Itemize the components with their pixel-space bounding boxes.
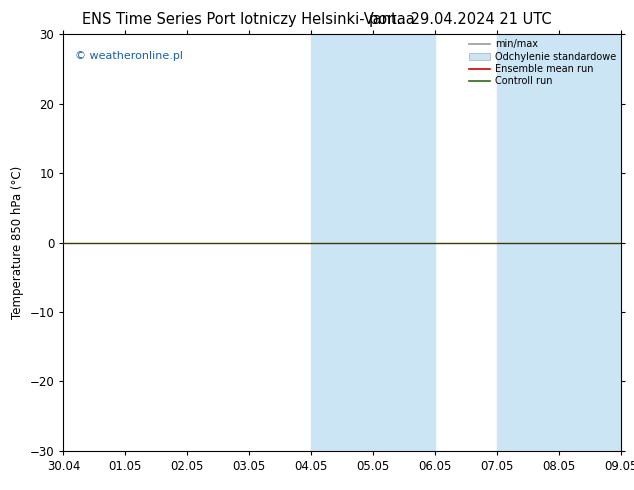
Bar <box>497 34 559 451</box>
Bar <box>373 34 436 451</box>
Text: ENS Time Series Port lotniczy Helsinki-Vantaa: ENS Time Series Port lotniczy Helsinki-V… <box>82 12 415 27</box>
Bar <box>311 34 373 451</box>
Y-axis label: Temperature 850 hPa (°C): Temperature 850 hPa (°C) <box>11 166 24 319</box>
Text: pon.. 29.04.2024 21 UTC: pon.. 29.04.2024 21 UTC <box>369 12 552 27</box>
Bar <box>559 34 621 451</box>
Legend: min/max, Odchylenie standardowe, Ensemble mean run, Controll run: min/max, Odchylenie standardowe, Ensembl… <box>469 39 616 86</box>
Text: © weatheronline.pl: © weatheronline.pl <box>75 51 183 61</box>
